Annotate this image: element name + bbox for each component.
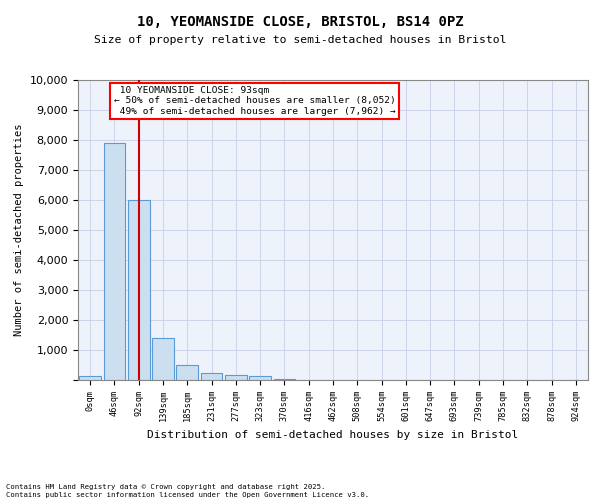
Bar [176,365,198,380]
Text: Contains HM Land Registry data © Crown copyright and database right 2025.
Contai: Contains HM Land Registry data © Crown c… [6,484,369,498]
Bar [200,373,223,380]
Text: 10 YEOMANSIDE CLOSE: 93sqm
← 50% of semi-detached houses are smaller (8,052)
 49: 10 YEOMANSIDE CLOSE: 93sqm ← 50% of semi… [114,86,395,116]
Text: Size of property relative to semi-detached houses in Bristol: Size of property relative to semi-detach… [94,35,506,45]
Bar [249,376,271,380]
Bar [274,378,295,380]
Bar [128,200,149,380]
X-axis label: Distribution of semi-detached houses by size in Bristol: Distribution of semi-detached houses by … [148,430,518,440]
Y-axis label: Number of semi-detached properties: Number of semi-detached properties [14,124,24,336]
Text: 10, YEOMANSIDE CLOSE, BRISTOL, BS14 0PZ: 10, YEOMANSIDE CLOSE, BRISTOL, BS14 0PZ [137,15,463,29]
Bar [225,375,247,380]
Bar [104,143,125,380]
Bar [152,338,174,380]
Bar [79,376,101,380]
